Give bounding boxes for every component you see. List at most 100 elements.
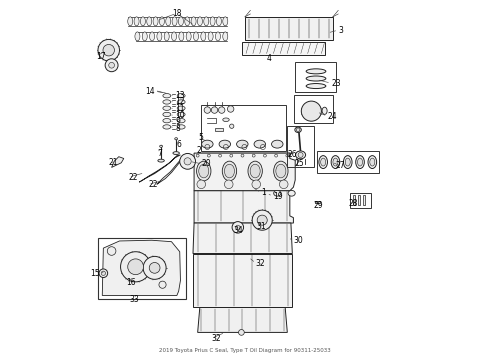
Text: 22: 22 — [148, 180, 158, 189]
Circle shape — [105, 59, 118, 72]
Bar — [294, 95, 333, 123]
Bar — [245, 17, 333, 40]
Text: 29: 29 — [313, 201, 323, 210]
Ellipse shape — [163, 106, 171, 111]
Ellipse shape — [320, 158, 326, 166]
Text: 20: 20 — [202, 159, 212, 168]
Circle shape — [230, 124, 234, 129]
Bar — [358, 195, 361, 206]
Ellipse shape — [345, 158, 350, 166]
Ellipse shape — [128, 17, 133, 26]
Ellipse shape — [173, 152, 179, 154]
Ellipse shape — [164, 32, 169, 41]
Text: 13: 13 — [175, 91, 185, 100]
Circle shape — [159, 281, 166, 288]
Ellipse shape — [306, 84, 326, 89]
Ellipse shape — [177, 106, 185, 111]
Ellipse shape — [163, 100, 171, 104]
Ellipse shape — [288, 190, 295, 196]
Ellipse shape — [163, 94, 171, 98]
Text: 9: 9 — [175, 117, 180, 126]
Ellipse shape — [172, 32, 176, 41]
Circle shape — [99, 269, 108, 278]
Ellipse shape — [197, 17, 202, 26]
Bar — [215, 128, 223, 131]
Ellipse shape — [160, 145, 163, 147]
Polygon shape — [194, 153, 295, 191]
Bar — [287, 126, 314, 167]
Ellipse shape — [177, 125, 185, 129]
Ellipse shape — [368, 156, 377, 168]
Ellipse shape — [217, 17, 221, 26]
Text: 27: 27 — [335, 161, 345, 170]
Ellipse shape — [237, 140, 248, 148]
Text: 1: 1 — [261, 188, 266, 197]
Text: 15: 15 — [90, 269, 100, 278]
Ellipse shape — [158, 159, 164, 162]
Text: 11: 11 — [175, 104, 185, 113]
Ellipse shape — [177, 118, 185, 123]
Ellipse shape — [219, 140, 231, 148]
Ellipse shape — [185, 17, 190, 26]
Ellipse shape — [163, 112, 171, 117]
Text: 18: 18 — [172, 9, 182, 18]
Ellipse shape — [295, 151, 306, 159]
Text: 7: 7 — [157, 149, 162, 158]
Bar — [295, 62, 337, 92]
Ellipse shape — [196, 161, 211, 181]
Text: 17: 17 — [96, 52, 106, 61]
Ellipse shape — [254, 140, 266, 148]
Circle shape — [211, 107, 218, 113]
Circle shape — [296, 128, 300, 132]
Bar — [317, 151, 379, 173]
Circle shape — [180, 153, 196, 169]
Ellipse shape — [331, 156, 340, 168]
Ellipse shape — [224, 164, 235, 178]
Ellipse shape — [356, 156, 365, 168]
Text: 6: 6 — [177, 140, 182, 149]
Ellipse shape — [177, 112, 185, 117]
Polygon shape — [195, 153, 292, 158]
Text: 10: 10 — [175, 111, 185, 120]
Circle shape — [107, 247, 116, 255]
Ellipse shape — [159, 17, 165, 26]
Polygon shape — [112, 157, 124, 167]
Circle shape — [301, 101, 321, 121]
Bar — [98, 238, 186, 299]
Ellipse shape — [201, 140, 213, 148]
Bar — [315, 201, 320, 203]
Text: 21: 21 — [109, 158, 118, 167]
Circle shape — [149, 262, 160, 273]
Ellipse shape — [191, 17, 196, 26]
Text: 30: 30 — [294, 237, 303, 246]
Ellipse shape — [306, 69, 326, 74]
Ellipse shape — [194, 32, 198, 41]
Ellipse shape — [153, 17, 158, 26]
Circle shape — [103, 44, 115, 56]
Ellipse shape — [274, 161, 288, 181]
Ellipse shape — [216, 32, 220, 41]
Circle shape — [204, 107, 211, 113]
Polygon shape — [197, 307, 287, 332]
Text: 32: 32 — [256, 259, 266, 268]
Ellipse shape — [210, 17, 215, 26]
Polygon shape — [235, 229, 241, 234]
Ellipse shape — [223, 32, 228, 41]
Text: 5: 5 — [198, 133, 203, 142]
Ellipse shape — [295, 127, 301, 132]
Ellipse shape — [163, 125, 171, 129]
Text: 32: 32 — [211, 334, 220, 343]
Circle shape — [239, 329, 245, 335]
Bar — [350, 193, 371, 208]
Ellipse shape — [134, 17, 139, 26]
Ellipse shape — [223, 118, 229, 122]
Text: 25: 25 — [294, 159, 304, 168]
Ellipse shape — [186, 32, 191, 41]
Ellipse shape — [276, 164, 286, 178]
Ellipse shape — [149, 32, 154, 41]
Circle shape — [257, 215, 267, 225]
Text: 16: 16 — [126, 278, 136, 287]
Ellipse shape — [322, 107, 327, 114]
Text: 33: 33 — [129, 294, 139, 303]
Ellipse shape — [370, 158, 375, 166]
